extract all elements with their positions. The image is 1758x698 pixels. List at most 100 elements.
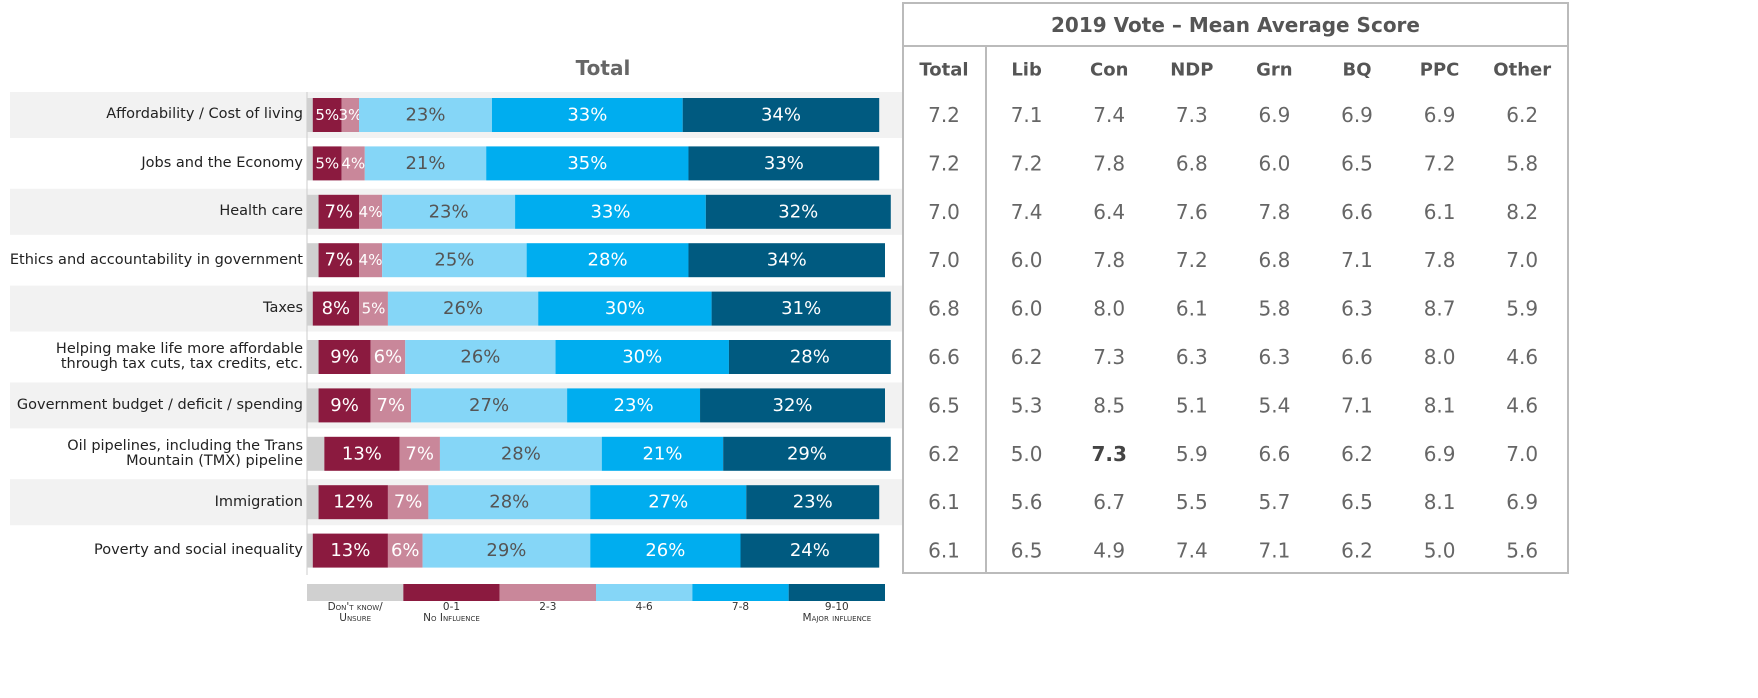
legend-swatch (692, 584, 789, 601)
value-label: 35% (567, 153, 607, 174)
table-cell: 7.8 (1093, 151, 1125, 175)
table-cell: 5.4 (1258, 393, 1290, 417)
value-label: 31% (781, 298, 821, 319)
table-cell: 5.8 (1506, 151, 1538, 175)
table-cell: 7.6 (1176, 200, 1208, 224)
table-cell: 7.0 (928, 248, 960, 272)
category-label: Government budget / deficit / spending (16, 396, 303, 413)
bar-segment (428, 485, 591, 520)
category-label: Health care (219, 203, 303, 220)
category-label: Poverty and social inequality (93, 541, 303, 558)
value-label: 8% (322, 298, 351, 319)
category-label: Affordability / Cost of living (106, 106, 303, 123)
column-header: BQ (1342, 60, 1371, 81)
value-label: 4% (359, 203, 383, 221)
value-label: 29% (486, 540, 526, 561)
table-cell: 6.1 (1176, 297, 1208, 321)
value-label: 7% (325, 201, 354, 222)
bar-segment (711, 291, 891, 326)
value-label: 9% (330, 347, 359, 368)
table-cell: 8.7 (1424, 297, 1456, 321)
legend-swatch (403, 584, 500, 601)
bar-segment (318, 485, 388, 520)
bar-segment (307, 291, 313, 326)
column-header: PPC (1420, 60, 1460, 81)
value-label: 28% (501, 443, 541, 464)
bar-segment (688, 146, 880, 181)
value-label: 4% (359, 251, 383, 269)
category-label: Helping make life more affordable throug… (55, 340, 303, 372)
bar-segment (526, 243, 689, 278)
table-title: 2019 Vote – Mean Average Score (1051, 13, 1420, 37)
table-cell: 4.6 (1506, 393, 1538, 417)
table-cell: 7.4 (1176, 539, 1208, 563)
value-label: 23% (405, 105, 445, 126)
table-cell: 7.1 (1258, 539, 1290, 563)
table-cell: 6.5 (1341, 490, 1373, 514)
legend-swatch (499, 584, 596, 601)
bar-segment (740, 533, 880, 568)
value-label: 25% (434, 250, 474, 271)
legend-swatch (788, 584, 885, 601)
value-label: 7% (377, 395, 406, 416)
value-label: 5% (315, 106, 339, 124)
bar-segment (601, 436, 724, 471)
bar-segment (422, 533, 591, 568)
value-label: 21% (642, 443, 682, 464)
value-label: 7% (394, 492, 423, 513)
table-cell: 7.3 (1091, 442, 1126, 466)
value-label: 6% (374, 347, 403, 368)
table-cell: 6.1 (928, 539, 960, 563)
table-cell: 6.3 (1176, 345, 1208, 369)
table-cell: 6.2 (1341, 539, 1373, 563)
bar-segment (341, 146, 365, 181)
table-cell: 4.6 (1506, 345, 1538, 369)
bar-segment (312, 146, 342, 181)
bar-segment (486, 146, 689, 181)
table-cell: 6.3 (1341, 297, 1373, 321)
table-cell: 6.9 (1341, 103, 1373, 127)
value-label: 32% (773, 395, 813, 416)
value-label: 33% (590, 201, 630, 222)
table-cell: 6.2 (1341, 442, 1373, 466)
table-cell: 7.1 (1341, 393, 1373, 417)
table-cell: 7.4 (1011, 200, 1043, 224)
table-cell: 6.9 (1506, 490, 1538, 514)
table-cell: 5.9 (1176, 442, 1208, 466)
table-cell: 7.8 (1424, 248, 1456, 272)
table-cell: 5.7 (1258, 490, 1290, 514)
category-label: Jobs and the Economy (141, 154, 303, 171)
table-cell: 5.0 (1424, 539, 1456, 563)
table-cell: 5.6 (1011, 490, 1043, 514)
value-label: 34% (767, 250, 807, 271)
table-cell: 8.1 (1424, 490, 1456, 514)
table-cell: 6.3 (1258, 345, 1290, 369)
bar-segment (318, 194, 360, 229)
bar-segment (318, 243, 360, 278)
value-label: 4% (341, 154, 365, 172)
bar-segment (370, 340, 406, 374)
legend-label: 7-8 (731, 601, 750, 613)
table-cell: 8.5 (1093, 393, 1125, 417)
column-header: Con (1090, 60, 1128, 81)
table-cell: 7.2 (1424, 151, 1456, 175)
value-label: 6% (391, 540, 420, 561)
table-cell: 7.0 (1506, 442, 1538, 466)
bar-segment (318, 340, 371, 374)
table-cell: 5.1 (1176, 393, 1208, 417)
bar-segment (370, 388, 412, 423)
bar-segment (387, 291, 539, 326)
value-label: 33% (567, 105, 607, 126)
table-cell: 5.8 (1258, 297, 1290, 321)
value-label: 33% (764, 153, 804, 174)
bar-segment (387, 485, 429, 520)
table-cell: 6.9 (1258, 103, 1290, 127)
table-cell: 8.0 (1424, 345, 1456, 369)
bar-segment (307, 340, 319, 374)
bar-segment (307, 436, 325, 471)
table-cell: 7.2 (928, 151, 960, 175)
bar-segment (590, 533, 741, 568)
table-cell: 6.0 (1011, 297, 1043, 321)
table-cell: 7.1 (1341, 248, 1373, 272)
